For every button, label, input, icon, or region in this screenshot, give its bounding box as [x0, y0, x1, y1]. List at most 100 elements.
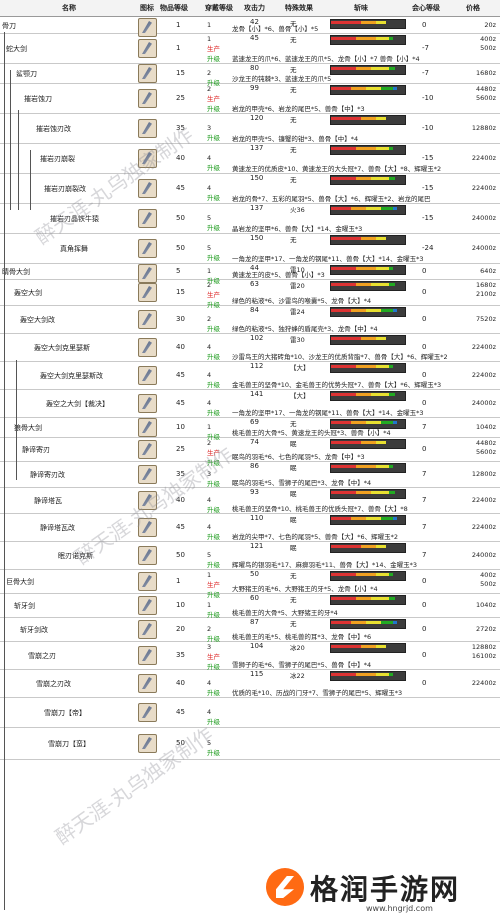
- table-row: 轰空大剑改 30 2 升级 84 雷24 绿色的粘液*5、独狩蜂的盾尾壳*3、龙骨【中】*4…: [0, 305, 500, 334]
- special-effect: 眠: [290, 490, 297, 498]
- attack-value: 74: [250, 438, 259, 446]
- materials-text: 桃毛兽王的坚骨*10、桃毛兽王的优质头冠*7、兽骨【大】*8: [232, 505, 408, 513]
- price-value: 24000z: [471, 399, 496, 407]
- logo-title: 格润手游网: [310, 873, 461, 906]
- item-level: 1: [176, 44, 181, 52]
- price-value: 1680z 2100z: [476, 281, 496, 298]
- materials-text: 辉曜鸟的银羽毛*17、麻痹羽毛*11、兽骨【大】*14、金曜玉*3: [232, 561, 417, 569]
- rarity-cell: 4 升级: [207, 371, 220, 389]
- rarity-cell: 3 生产 升级: [207, 643, 220, 671]
- item-level: 50: [176, 244, 185, 252]
- price-value: 1040z: [476, 423, 496, 431]
- table-row: 摧岩蚀刃改 35 3 升级 120 无岩龙的甲壳*5、镰蟹的钳*3、兽骨【中】*4 -10 1…: [0, 113, 500, 144]
- item-level: 50: [176, 739, 185, 747]
- affinity-value: -15: [422, 184, 434, 192]
- materials-text: 优质的毛*10、历战的门牙*7、雪狮子的尾巴*5、辉曜玉*3: [232, 689, 403, 697]
- weapon-icon: [138, 18, 157, 37]
- table-row: 轰空大剑 15 2 生产 升级 63 雷20 绿色的粘液*6、沙雷鸟的喉囊*5、龙骨【大】*4…: [0, 279, 500, 309]
- weapon-icon: [138, 518, 157, 537]
- item-level: 45: [176, 399, 185, 407]
- table-row: 蛇大剑 1 1 生产 升级 45 无蓝速龙王的爪*6、蓝速龙王的爪*5、龙骨【小】*7 兽骨…: [0, 33, 500, 64]
- item-level: 35: [176, 470, 185, 478]
- rarity-cell: 4 升级: [207, 343, 220, 361]
- materials-text: 龙骨【小】*6、兽骨【小】*5: [232, 25, 319, 33]
- weapon-icon: [138, 283, 157, 302]
- header-level: 物品等级: [160, 4, 188, 12]
- table-row: 狼骨大剑 10 1 升级 69 无桃毛兽王的大骨*5、黄速龙王的头冠*3、兽骨【小】*4 7…: [0, 417, 500, 441]
- weapon-icon: [138, 546, 157, 565]
- sharpness-bar: [330, 307, 406, 317]
- header-name: 名称: [62, 4, 76, 12]
- materials-text: 岩龙的甲壳*5、镰蟹的钳*3、兽骨【中】*4: [232, 135, 359, 143]
- affinity-value: 7: [422, 470, 427, 478]
- table-row: 静谛寄刃 25 2 生产 升级 74 眠眠鸟的羽毛*6、七色的尾羽*5、龙骨【中】*3 0 44…: [0, 437, 500, 467]
- weapon-icon: [138, 620, 157, 639]
- weapon-name: 摧岩刃崩裂改: [44, 185, 86, 193]
- weapon-icon: [138, 264, 157, 283]
- weapon-icon: [138, 119, 157, 138]
- weapon-name: 静谛塔瓦: [34, 497, 62, 505]
- materials-text: 岩龙的尖甲*7、七色的尾羽*5、兽骨【大】*6、辉曜玉*2: [232, 533, 399, 541]
- table-row: 轰空大剑克里瑟斯改 45 4 升级 112 【大】 金毛兽王的坚骨*10、金毛兽王的优势头冠…: [0, 361, 500, 390]
- weapon-name: 蛇大剑: [6, 45, 27, 53]
- item-level: 1: [176, 21, 181, 29]
- sharpness-bar: [330, 543, 406, 553]
- attack-value: 45: [250, 34, 259, 42]
- special-effect: 无: [290, 236, 297, 244]
- rarity-cell: 4 升级: [207, 399, 220, 417]
- weapon-icon: [138, 465, 157, 484]
- materials-text: 桃毛兽王的大骨*5、黄速龙王的头冠*3、兽骨【小】*4: [232, 429, 391, 437]
- table-row: 雪崩之刃 35 3 生产 升级 104 冰20 雪狮子的毛*6、雪狮子的尾巴*5、兽骨【中】*…: [0, 641, 500, 671]
- materials-text: 桃毛兽王的大骨*5、大野猪王的牙*4: [232, 609, 338, 617]
- materials-text: 晶岩龙的坚甲*6、兽骨【大】*14、金曜玉*3: [232, 225, 363, 233]
- rarity-cell: 3 升级: [207, 124, 220, 142]
- table-row: 摧岩刃崩裂 40 4 升级 137 无黄速龙王的优质皮*10、黄速龙王的大头冠*7、兽骨【…: [0, 143, 500, 174]
- item-level: 35: [176, 124, 185, 132]
- weapon-name: 眠刃诺克斯: [58, 552, 93, 560]
- materials-text: 绿色的粘液*6、沙雷鸟的喉囊*5、龙骨【大】*4: [232, 297, 372, 305]
- rarity-cell: 4 升级: [207, 523, 220, 541]
- rarity-cell: 4 升级: [207, 496, 220, 514]
- attack-value: 69: [250, 418, 259, 426]
- affinity-value: 0: [422, 679, 427, 687]
- weapon-name: 轰空大剑改: [20, 316, 55, 324]
- special-effect: 眠: [290, 464, 297, 472]
- weapon-name: 真角挥舞: [60, 245, 88, 253]
- item-level: 20: [176, 625, 185, 633]
- price-value: 22400z: [471, 184, 496, 192]
- weapon-name: 摧岩蚀刃改: [36, 125, 71, 133]
- table-row: 骨刀 1 1 42 无龙骨【小】*6、兽骨【小】*5 0 20z: [0, 17, 500, 37]
- weapon-name: 雪崩之刃改: [36, 680, 71, 688]
- sharpness-bar: [330, 595, 406, 605]
- table-row: 真角挥舞 50 5 升级 150 无一角龙的坚甲*17、一角龙的钢尾*11、兽骨【大】*1…: [0, 233, 500, 264]
- tree-connector: [10, 70, 11, 210]
- attack-value: 120: [250, 114, 264, 122]
- weapon-icon: [138, 209, 157, 228]
- attack-value: 93: [250, 488, 259, 496]
- materials-text: 眠鸟的羽毛*5、雪狮子的尾巴*3、龙骨【中】*4: [232, 479, 372, 487]
- weapon-name: 雪崩刀【帝】: [44, 709, 86, 717]
- weapon-icon: [138, 338, 157, 357]
- materials-text: 一角龙的坚甲*17、一角龙的钢尾*11、兽骨【大】*14、金曜玉*3: [232, 255, 424, 263]
- item-level: 50: [176, 214, 185, 222]
- rarity-cell: 2 升级: [207, 625, 220, 643]
- rarity-cell: 1: [207, 21, 212, 29]
- sharpness-bar: [330, 363, 406, 373]
- materials-text: 大野猪王的毛*6、大野猪王的牙*5、龙骨【小】*4: [232, 585, 378, 593]
- table-row: 巨骨大剑 1 1 生产 升级 50 无大野猪王的毛*6、大野猪王的牙*5、龙骨【小】*4 0 4…: [0, 569, 500, 599]
- special-effect: 眠: [290, 544, 297, 552]
- item-level: 10: [176, 423, 185, 431]
- attack-value: 60: [250, 594, 259, 602]
- special-effect: 无: [290, 596, 297, 604]
- rarity-cell: 5 升级: [207, 244, 220, 262]
- price-value: 12800z: [471, 470, 496, 478]
- weapon-name: 斩牙剑: [14, 602, 35, 610]
- sharpness-bar: [330, 265, 406, 275]
- logo-url: www.hngrjd.com: [366, 904, 433, 913]
- item-level: 40: [176, 496, 185, 504]
- price-value: 12880z: [471, 124, 496, 132]
- item-level: 25: [176, 445, 185, 453]
- special-effect: 【大】: [290, 392, 310, 400]
- table-row: 轰空之大剑【裁决】 45 4 升级 141 【大】 一角龙的坚甲*17、一角龙的钢尾*11、…: [0, 389, 500, 418]
- weapon-icon: [138, 179, 157, 198]
